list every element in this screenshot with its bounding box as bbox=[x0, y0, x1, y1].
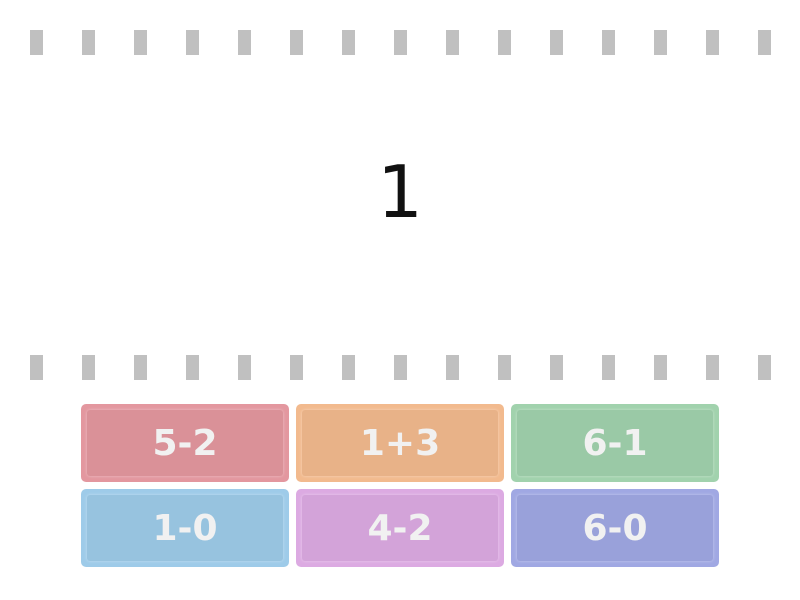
answer-tile[interactable]: 6-0 bbox=[511, 489, 719, 567]
film-hole bbox=[550, 355, 563, 380]
film-hole bbox=[342, 30, 355, 55]
film-hole bbox=[498, 355, 511, 380]
answer-tile[interactable]: 6-1 bbox=[511, 404, 719, 482]
answer-label: 6-1 bbox=[582, 422, 648, 464]
film-hole bbox=[290, 30, 303, 55]
answer-tile[interactable]: 5-2 bbox=[81, 404, 289, 482]
film-hole bbox=[82, 30, 95, 55]
answer-label: 5-2 bbox=[152, 422, 218, 464]
film-hole bbox=[134, 355, 147, 380]
film-hole bbox=[134, 30, 147, 55]
answer-label: 6-0 bbox=[582, 507, 648, 549]
film-hole bbox=[602, 355, 615, 380]
film-hole bbox=[654, 355, 667, 380]
film-strip-top bbox=[0, 30, 800, 55]
film-strip-bottom bbox=[0, 355, 800, 380]
film-hole bbox=[238, 30, 251, 55]
prompt-number: 1 bbox=[377, 150, 423, 234]
film-hole bbox=[654, 30, 667, 55]
answer-tile[interactable]: 1+3 bbox=[296, 404, 504, 482]
film-hole bbox=[602, 30, 615, 55]
answer-tile[interactable]: 1-0 bbox=[81, 489, 289, 567]
answer-label: 1+3 bbox=[359, 422, 441, 464]
film-hole bbox=[82, 355, 95, 380]
film-hole bbox=[186, 30, 199, 55]
film-hole bbox=[758, 30, 771, 55]
film-hole bbox=[706, 355, 719, 380]
film-hole bbox=[498, 30, 511, 55]
film-hole bbox=[550, 30, 563, 55]
film-hole bbox=[394, 30, 407, 55]
film-hole bbox=[238, 355, 251, 380]
film-hole bbox=[446, 355, 459, 380]
answer-label: 1-0 bbox=[152, 507, 218, 549]
film-hole bbox=[30, 355, 43, 380]
film-hole bbox=[394, 355, 407, 380]
film-hole bbox=[30, 30, 43, 55]
film-hole bbox=[186, 355, 199, 380]
film-hole bbox=[290, 355, 303, 380]
answer-label: 4-2 bbox=[367, 507, 433, 549]
film-hole bbox=[446, 30, 459, 55]
film-hole bbox=[706, 30, 719, 55]
answer-tile[interactable]: 4-2 bbox=[296, 489, 504, 567]
film-hole bbox=[342, 355, 355, 380]
film-hole bbox=[758, 355, 771, 380]
